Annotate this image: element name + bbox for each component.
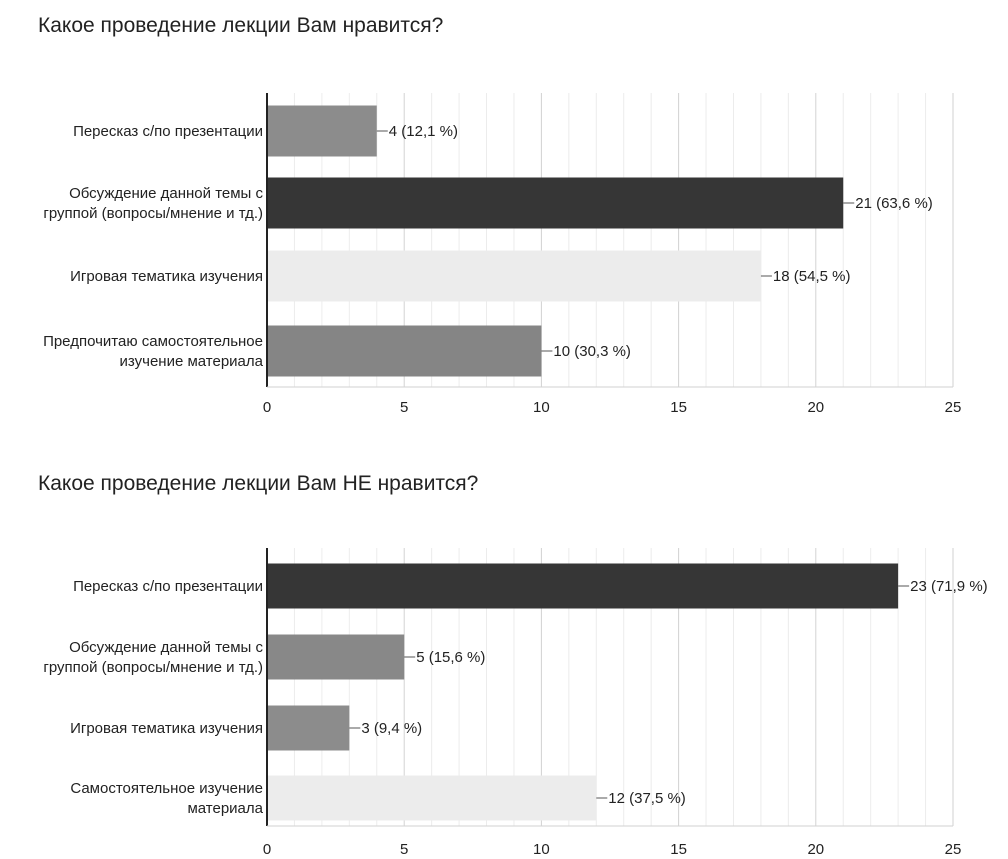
data-label: 23 (71,9 %) — [910, 578, 988, 595]
bar — [267, 775, 597, 821]
data-label: 3 (9,4 %) — [361, 720, 422, 737]
x-tick-label: 25 — [945, 841, 962, 858]
data-label: 10 (30,3 %) — [553, 343, 631, 360]
category-label: Пересказ с/по презентации — [73, 123, 263, 140]
chart-title: Какое проведение лекции Вам НЕ нравится? — [38, 472, 478, 495]
category-label-line: Предпочитаю самостоятельное — [43, 333, 263, 350]
chart-likes: Какое проведение лекции Вам нравится? 0 5 1… — [38, 14, 961, 416]
category-label-line: Игровая тематика изучения — [70, 268, 263, 285]
chart-title: Какое проведение лекции Вам нравится? — [38, 14, 443, 37]
x-tick-label: 5 — [400, 399, 408, 416]
bar — [267, 177, 844, 229]
category-label: Пересказ с/по презентации — [73, 578, 263, 595]
x-tick-label: 0 — [263, 841, 271, 858]
bar — [267, 325, 542, 377]
category-label-line: материала — [187, 800, 263, 817]
category-label-line: группой (вопросы/мнение и тд.) — [43, 659, 263, 676]
data-label: 18 (54,5 %) — [773, 268, 851, 285]
x-tick-label: 15 — [670, 399, 687, 416]
category-label-line: Игровая тематика изучения — [70, 720, 263, 737]
x-tick-label: 5 — [400, 841, 408, 858]
category-label-line: Обсуждение данной темы с — [69, 185, 263, 202]
x-tick-label: 15 — [670, 841, 687, 858]
category-label-line: изучение материала — [120, 353, 264, 370]
bar — [267, 105, 377, 157]
chart-dislikes: Какое проведение лекции Вам НЕ нравится?… — [38, 472, 988, 858]
category-label: Игровая тематика изучения — [70, 720, 263, 737]
category-label-line: Самостоятельное изучение — [70, 780, 263, 797]
category-label-line: группой (вопросы/мнение и тд.) — [43, 205, 263, 222]
x-tick-label: 20 — [807, 399, 824, 416]
category-label: Предпочитаю самостоятельное изучение мате… — [43, 333, 264, 370]
x-tick-label: 25 — [945, 399, 962, 416]
category-label-line: Пересказ с/по презентации — [73, 578, 263, 595]
bar — [267, 705, 350, 751]
data-label: 4 (12,1 %) — [389, 123, 458, 140]
category-label-line: Пересказ с/по презентации — [73, 123, 263, 140]
category-label: Обсуждение данной темы с группой (вопросы… — [43, 639, 263, 676]
x-tick-label: 10 — [533, 841, 550, 858]
bar — [267, 634, 405, 680]
data-label: 5 (15,6 %) — [416, 649, 485, 666]
category-label: Самостоятельное изучение материала — [70, 780, 263, 817]
bar — [267, 563, 899, 609]
category-label: Игровая тематика изучения — [70, 268, 263, 285]
x-tick-label: 0 — [263, 399, 271, 416]
bar — [267, 250, 761, 302]
data-label: 21 (63,6 %) — [855, 195, 933, 212]
data-label: 12 (37,5 %) — [608, 790, 686, 807]
category-label-line: Обсуждение данной темы с — [69, 639, 263, 656]
x-tick-label: 10 — [533, 399, 550, 416]
x-tick-label: 20 — [807, 841, 824, 858]
category-label: Обсуждение данной темы с группой (вопросы… — [43, 185, 263, 222]
